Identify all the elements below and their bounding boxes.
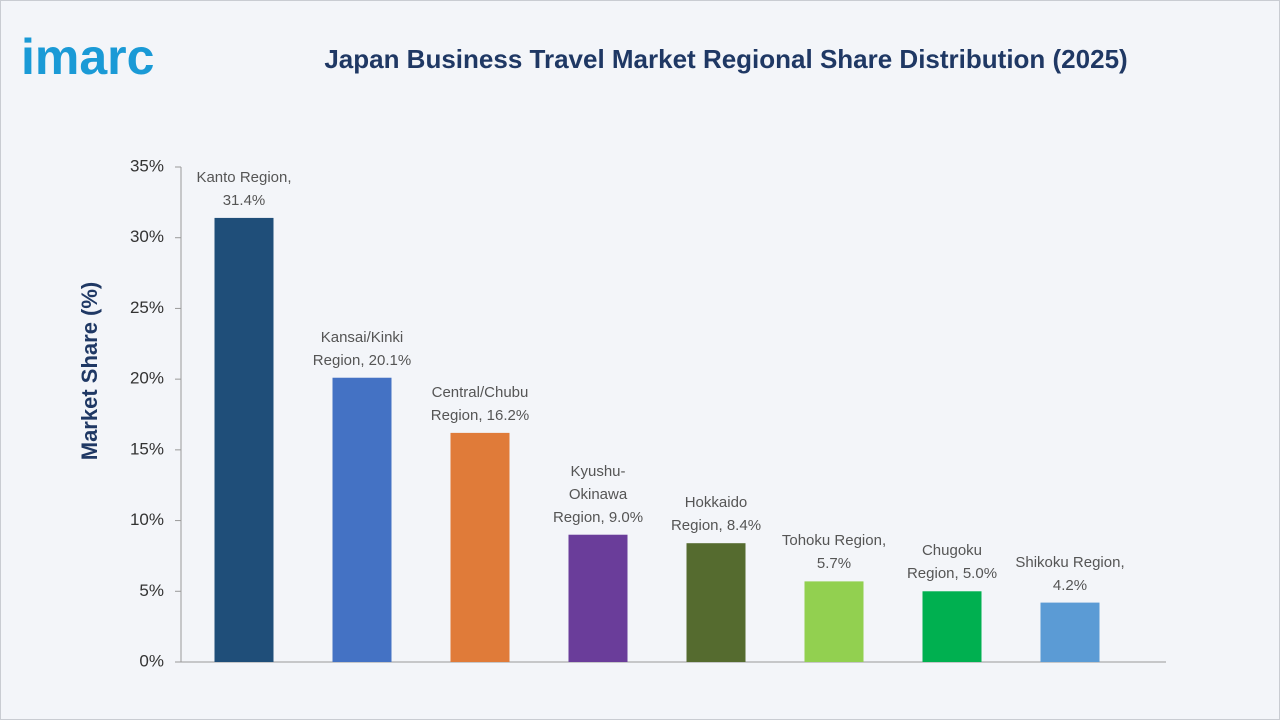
y-tick-label: 5% bbox=[139, 581, 164, 600]
data-label: Hokkaido Region, 8.4% bbox=[670, 494, 762, 535]
y-tick-label: 20% bbox=[130, 369, 164, 388]
chart-title: Japan Business Travel Market Regional Sh… bbox=[324, 44, 1127, 74]
bar bbox=[1040, 602, 1100, 662]
data-label: Kyushu-Okinawa Region, 9.0% bbox=[552, 462, 644, 526]
y-tick-label: 10% bbox=[130, 510, 164, 529]
y-tick-label: 30% bbox=[130, 227, 164, 246]
bar bbox=[686, 543, 746, 662]
y-tick-label: 25% bbox=[130, 298, 164, 317]
bar bbox=[804, 581, 864, 662]
y-tick-label: 0% bbox=[139, 651, 164, 670]
bar bbox=[214, 217, 274, 662]
bar bbox=[332, 377, 392, 662]
data-label: Kanto Region, 31.4% bbox=[196, 168, 292, 209]
data-label: Tohoku Region, 5.7% bbox=[781, 532, 887, 573]
y-tick-label: 15% bbox=[130, 439, 164, 458]
y-tick-label: 35% bbox=[130, 156, 164, 175]
logo: imarc bbox=[21, 29, 154, 85]
bar bbox=[922, 591, 982, 662]
bar bbox=[568, 534, 628, 662]
data-label: Kansai/Kinki Region, 20.1% bbox=[312, 328, 412, 369]
data-label: Central/Chubu Region, 16.2% bbox=[430, 383, 530, 424]
data-label: Chugoku Region, 5.0% bbox=[906, 542, 998, 583]
y-axis-label: Market Share (%) bbox=[77, 282, 102, 461]
bar bbox=[450, 432, 510, 662]
data-label: Shikoku Region, 4.2% bbox=[1015, 553, 1125, 594]
